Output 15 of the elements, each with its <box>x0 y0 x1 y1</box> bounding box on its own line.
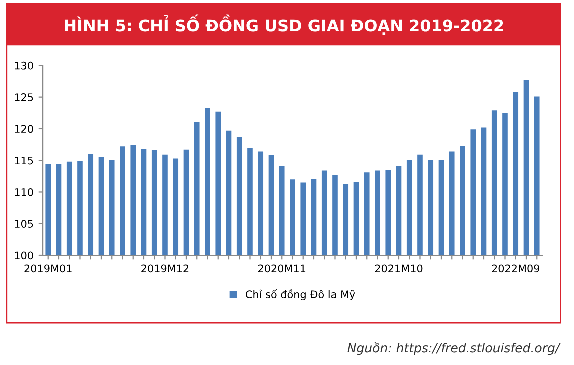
y-tick-label: 125 <box>15 94 34 102</box>
y-tick-label: 110 <box>15 188 34 196</box>
y-tick-label: 100 <box>15 252 34 260</box>
y-tick-label: 105 <box>15 220 34 228</box>
y-tick-label: 120 <box>15 125 34 134</box>
x-tick-label: 2020M11 <box>258 264 306 273</box>
x-tick-label: 2022M09 <box>492 264 540 273</box>
y-tick-label: 130 <box>15 62 34 70</box>
x-tick-label: 2019M01 <box>24 264 72 273</box>
legend-label: Chỉ số đồng Đô la Mỹ <box>246 290 356 301</box>
x-tick-label: 2021M10 <box>375 264 423 273</box>
x-tick-label: 2019M12 <box>142 264 189 273</box>
y-tick-label: 115 <box>15 156 34 165</box>
text: Nguồn: https://fred.stlouisfed.org/ <box>348 342 561 356</box>
chart-title: HÌNH 5: CHỈ SỐ ĐỒNG USD GIAI ĐOẠN 2019-2022 <box>65 14 504 35</box>
